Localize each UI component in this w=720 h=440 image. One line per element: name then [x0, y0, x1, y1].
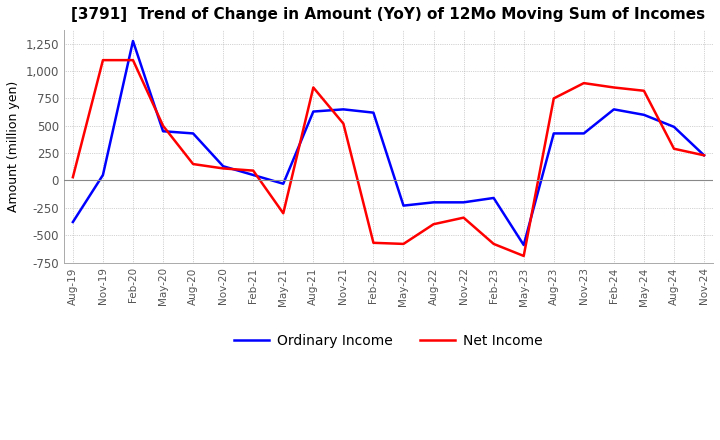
Net Income — [490, 241, 498, 246]
Ordinary Income — [490, 195, 498, 201]
Ordinary Income — [580, 131, 588, 136]
Y-axis label: Amount (million yen): Amount (million yen) — [7, 81, 20, 212]
Ordinary Income — [158, 128, 167, 134]
Ordinary Income — [99, 172, 107, 178]
Net Income — [189, 161, 197, 167]
Ordinary Income — [129, 38, 138, 44]
Net Income — [369, 240, 378, 246]
Ordinary Income — [429, 200, 438, 205]
Ordinary Income — [610, 107, 618, 112]
Title: [3791]  Trend of Change in Amount (YoY) of 12Mo Moving Sum of Incomes: [3791] Trend of Change in Amount (YoY) o… — [71, 7, 706, 22]
Net Income — [279, 211, 287, 216]
Ordinary Income — [339, 107, 348, 112]
Net Income — [549, 96, 558, 101]
Ordinary Income — [670, 124, 678, 129]
Net Income — [639, 88, 648, 93]
Ordinary Income — [459, 200, 468, 205]
Net Income — [68, 175, 77, 180]
Net Income — [219, 166, 228, 171]
Ordinary Income — [399, 203, 408, 208]
Net Income — [129, 58, 138, 63]
Ordinary Income — [189, 131, 197, 136]
Ordinary Income — [309, 109, 318, 114]
Line: Ordinary Income: Ordinary Income — [73, 41, 704, 245]
Ordinary Income — [369, 110, 378, 115]
Ordinary Income — [519, 242, 528, 248]
Net Income — [459, 215, 468, 220]
Net Income — [580, 81, 588, 86]
Ordinary Income — [249, 172, 258, 178]
Legend: Ordinary Income, Net Income: Ordinary Income, Net Income — [228, 328, 549, 353]
Ordinary Income — [639, 112, 648, 117]
Line: Net Income: Net Income — [73, 60, 704, 256]
Net Income — [670, 146, 678, 151]
Net Income — [158, 123, 167, 128]
Net Income — [700, 153, 708, 158]
Net Income — [249, 168, 258, 173]
Net Income — [99, 58, 107, 63]
Ordinary Income — [700, 153, 708, 158]
Net Income — [309, 85, 318, 90]
Net Income — [610, 85, 618, 90]
Ordinary Income — [68, 220, 77, 225]
Net Income — [429, 222, 438, 227]
Net Income — [519, 253, 528, 259]
Ordinary Income — [219, 164, 228, 169]
Ordinary Income — [279, 181, 287, 187]
Net Income — [339, 121, 348, 126]
Net Income — [399, 241, 408, 246]
Ordinary Income — [549, 131, 558, 136]
